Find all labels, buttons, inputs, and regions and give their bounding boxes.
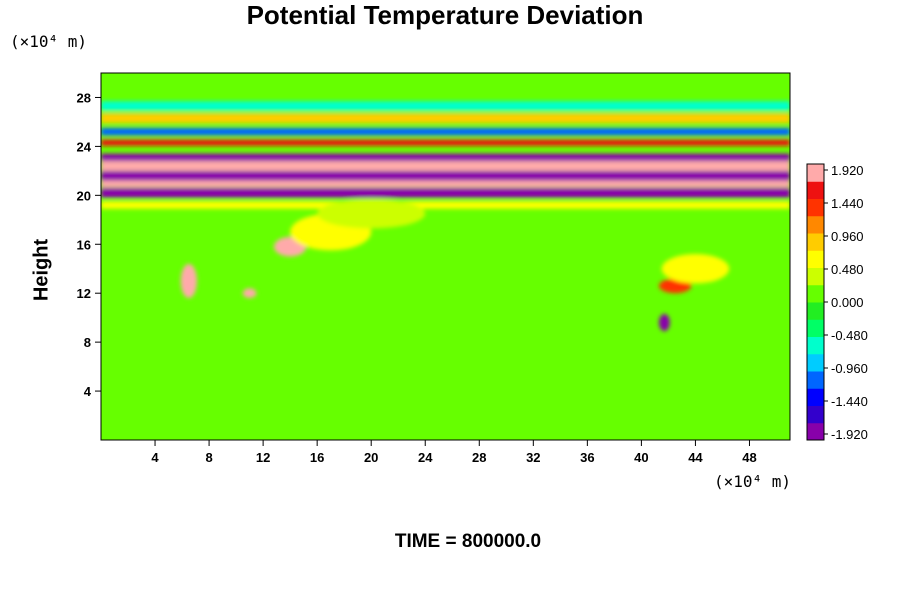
colorbar-segment — [807, 215, 824, 234]
x-axis-unit: (×10⁴ m) — [714, 472, 792, 491]
x-tick-label: 36 — [580, 450, 594, 465]
colorbar-segment — [807, 405, 824, 424]
field-band-4 — [101, 161, 790, 171]
colorbar-tick-label: -0.960 — [831, 361, 868, 376]
colorbar-segment — [807, 302, 824, 320]
y-tick-label: 12 — [77, 286, 91, 301]
colorbar-segment — [807, 164, 824, 182]
y-tick-label: 24 — [77, 139, 92, 154]
colorbar-segment — [807, 250, 824, 268]
colorbar-tick-label: 0.480 — [831, 262, 864, 277]
field-band-6 — [101, 139, 790, 146]
colorbar-segment — [807, 198, 824, 217]
colorbar-segment — [807, 284, 824, 303]
field-band-2 — [101, 178, 790, 188]
colorbar-segment — [807, 353, 824, 372]
colorbar-tick-label: -1.920 — [831, 427, 868, 442]
colorbar: 1.920 1.440 0.960 0.480 0.000 -0.480 -0.960 -1.… — [806, 163, 868, 442]
x-tick-label: 20 — [364, 450, 378, 465]
colorbar-segment — [807, 233, 824, 251]
colorbar-segment — [807, 422, 824, 441]
x-tick-label: 16 — [310, 450, 324, 465]
x-tick-label: 48 — [742, 450, 756, 465]
field-band-9 — [101, 101, 790, 111]
field-band-1 — [101, 187, 790, 198]
plot-frame — [100, 72, 791, 441]
x-tick-label: 8 — [205, 450, 212, 465]
time-label: TIME = 800000.0 — [394, 531, 542, 552]
colorbar-tick-label: 1.440 — [831, 196, 864, 211]
colorbar-tick-label: 0.000 — [831, 295, 864, 310]
y-tick-label: 20 — [77, 188, 91, 203]
y-tick-label: 28 — [77, 90, 91, 105]
colorbar-segment — [807, 319, 824, 337]
colorbar-segment — [807, 267, 824, 286]
x-tick-label: 44 — [688, 450, 703, 465]
colorbar-tick-label: 0.960 — [831, 229, 864, 244]
field-band-7 — [101, 128, 790, 136]
x-tick-label: 24 — [418, 450, 433, 465]
x-tick-label: 32 — [526, 450, 540, 465]
y-tick-label: 16 — [77, 237, 91, 252]
field-band-5 — [101, 153, 790, 162]
y-tick-label: 4 — [84, 384, 92, 399]
x-tick-label: 28 — [472, 450, 486, 465]
x-tick-label: 40 — [634, 450, 648, 465]
field-blob-11 — [180, 263, 197, 299]
field-band-10 — [101, 201, 790, 209]
colorbar-segment — [807, 181, 824, 199]
y-axis-unit: (×10⁴ m) — [10, 32, 88, 51]
y-tick-label: 8 — [84, 335, 91, 350]
field-band-8 — [101, 113, 790, 124]
colorbar-tick-label: 1.920 — [831, 163, 864, 178]
x-axis-ticks: 4 8 12 16 20 24 28 32 36 40 44 48 — [151, 440, 757, 465]
colorbar-segment — [807, 336, 824, 355]
field-blob-17 — [317, 199, 426, 229]
x-tick-label: 4 — [151, 450, 159, 465]
colorbar-segment — [807, 371, 824, 389]
colorbar-tick-label: -0.480 — [831, 328, 868, 343]
field-blob-15 — [658, 313, 670, 332]
chart-title: Potential Temperature Deviation — [246, 0, 644, 30]
field-blob-18 — [661, 254, 730, 284]
field-band-3 — [101, 170, 790, 181]
field-blob-12 — [242, 288, 257, 299]
x-tick-label: 12 — [256, 450, 270, 465]
colorbar-tick-label: -1.440 — [831, 394, 868, 409]
colorbar-segment — [807, 388, 824, 406]
field-features — [101, 101, 790, 332]
y-axis-ticks: 4 8 12 16 20 24 28 — [77, 90, 101, 399]
